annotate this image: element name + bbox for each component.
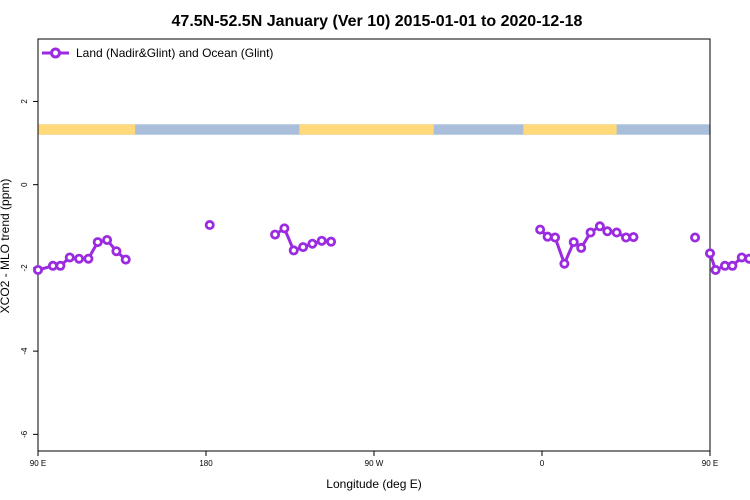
data-point-0-9 — [120, 254, 131, 265]
data-point-3-2 — [550, 232, 561, 243]
x-tick-label-2: 90 W — [365, 459, 384, 468]
data-point-3-3 — [559, 258, 570, 269]
data-point-3-9 — [611, 227, 622, 238]
series-group — [33, 220, 750, 275]
data-point-2-0 — [270, 229, 281, 240]
y-axis: 2 0 -2 -4 -6 — [20, 99, 38, 438]
y-tick-label-1: 0 — [20, 182, 29, 187]
data-point-3-8 — [602, 226, 613, 237]
data-point-2-1 — [279, 223, 290, 234]
y-tick-label-3: -4 — [20, 347, 29, 355]
land-band-2 — [523, 124, 617, 135]
x-tick-label-3: 0 — [540, 459, 545, 468]
data-point-0-8 — [111, 246, 122, 257]
data-point-4-0 — [690, 232, 701, 243]
data-point-2-5 — [316, 235, 327, 246]
data-point-5-0 — [705, 248, 716, 259]
data-point-3-0 — [535, 224, 546, 235]
land-ocean-strip — [38, 124, 710, 135]
data-point-0-2 — [55, 260, 66, 271]
data-point-0-7 — [102, 235, 113, 246]
data-point-3-4 — [568, 237, 579, 248]
data-point-0-4 — [74, 253, 85, 264]
legend-entry-label: Land (Nadir&Glint) and Ocean (Glint) — [76, 46, 273, 60]
x-axis-label: Longitude (deg E) — [326, 477, 421, 491]
data-point-5-3 — [727, 260, 738, 271]
x-tick-label-1: 180 — [199, 459, 213, 468]
data-point-0-3 — [64, 252, 75, 263]
legend-marker-swatch — [50, 47, 61, 59]
data-point-2-2 — [288, 245, 299, 256]
y-tick-label-4: -6 — [20, 430, 29, 438]
data-point-2-4 — [307, 238, 318, 249]
data-point-5-4 — [736, 252, 747, 263]
data-point-0-5 — [83, 253, 94, 264]
data-point-3-6 — [585, 227, 596, 238]
data-point-3-5 — [576, 242, 587, 253]
data-point-2-3 — [298, 242, 309, 253]
data-point-3-11 — [628, 232, 639, 243]
legend: Land (Nadir&Glint) and Ocean (Glint) — [42, 46, 273, 60]
plot-frame — [37, 38, 711, 452]
chart-title: 47.5N-52.5N January (Ver 10) 2015-01-01 … — [172, 13, 583, 30]
data-point-5-1 — [710, 264, 721, 275]
data-point-1-0 — [204, 220, 215, 231]
y-tick-label-0: 2 — [20, 99, 29, 104]
land-band-1 — [299, 124, 434, 135]
x-tick-label-4: 90 E — [702, 459, 718, 468]
data-point-0-0 — [33, 264, 44, 275]
x-tick-label-0: 90 E — [30, 459, 46, 468]
data-point-2-6 — [326, 236, 337, 247]
y-axis-label: XCO2 - MLO trend (ppm) — [0, 179, 12, 314]
y-tick-label-2: -2 — [20, 264, 29, 272]
data-point-0-6 — [92, 237, 103, 248]
data-point-3-1 — [542, 231, 553, 242]
data-point-3-7 — [594, 221, 605, 232]
land-band-0 — [38, 124, 136, 135]
data-point-5-5 — [744, 253, 750, 264]
